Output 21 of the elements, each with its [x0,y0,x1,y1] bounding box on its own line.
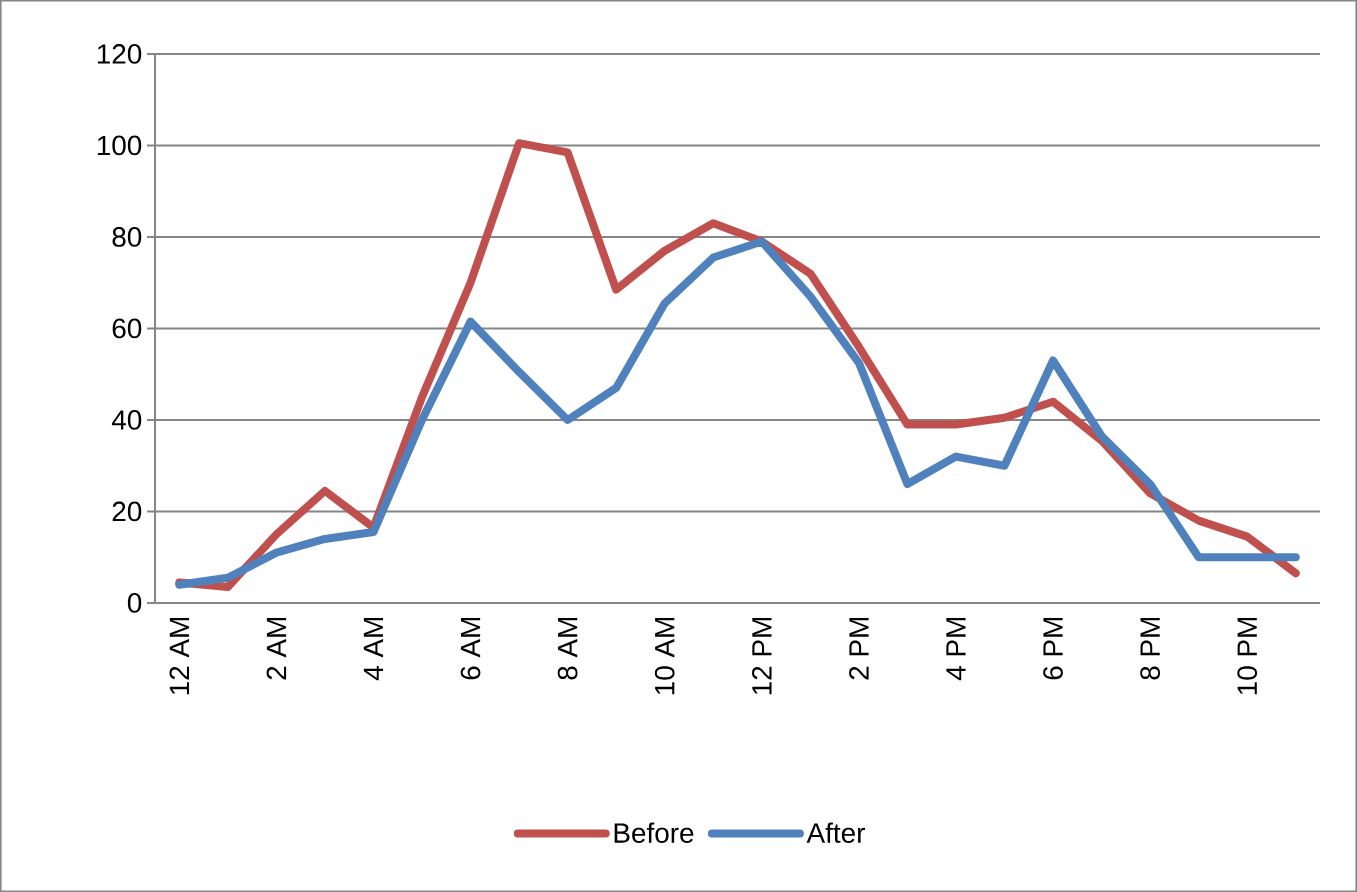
y-tick-label: 20 [112,501,142,522]
x-tick-label: 6 PM [1043,617,1063,680]
x-tick-label: 12 PM [752,617,772,695]
y-tick-label: 0 [127,593,142,613]
x-tick-label: 6 AM [460,617,481,680]
x-tick-label: 10 AM [654,617,675,695]
legend-label: After [806,822,866,843]
x-tick-label: 8 AM [557,617,578,680]
y-tick-label: 60 [112,318,142,339]
y-tick-label: 40 [111,410,142,430]
y-tick-label: 120 [97,44,142,64]
y-tick-label: 100 [97,135,142,156]
y-tick-label: 80 [112,227,142,247]
x-tick-label: 2 PM [849,617,869,680]
x-tick-label: 2 AM [266,617,287,680]
x-tick-label: 10 PM [1237,617,1258,695]
x-tick-label: 4 AM [363,617,384,681]
x-tick-label: 4 PM [946,617,966,681]
legend-label: Before [614,822,694,843]
x-tick-label: 8 PM [1140,617,1160,680]
x-tick-label: 12 AM [169,617,190,695]
